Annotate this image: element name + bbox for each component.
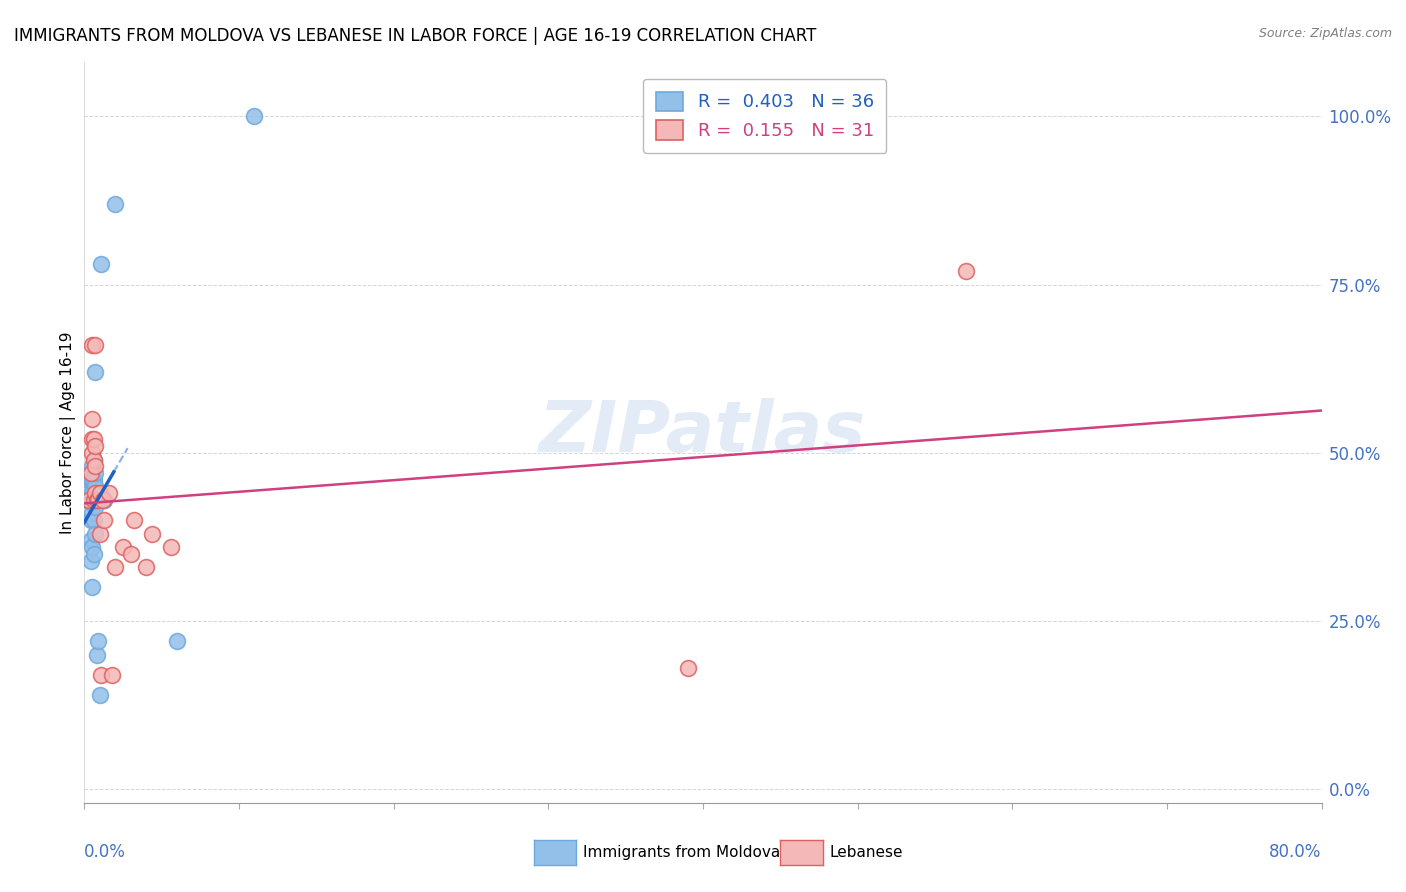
Point (104, 560, 127, 574)
Point (89, 486, 111, 500)
Point (101, 668, 124, 682)
Point (83, 492, 105, 507)
Point (955, 264, 977, 278)
Point (90, 668, 112, 682)
Point (90, 257, 112, 271)
Point (83, 492, 105, 507)
Point (84, 500, 107, 514)
Point (89, 526, 111, 541)
Y-axis label: In Labor Force | Age 16-19: In Labor Force | Age 16-19 (60, 331, 76, 534)
Point (98, 486, 121, 500)
Point (79, 466, 101, 480)
Point (84, 466, 107, 480)
Point (141, 526, 163, 541)
Point (84, 365, 107, 379)
Point (83, 452, 105, 467)
Point (86, 492, 108, 507)
Text: Immigrants from Moldova: Immigrants from Moldova (583, 846, 780, 860)
Point (160, 540, 183, 554)
Point (77, 492, 100, 507)
Point (84, 526, 107, 541)
Point (82, 338, 104, 352)
Point (89, 688, 111, 702)
Point (87, 492, 110, 507)
Point (86, 486, 108, 500)
Point (82, 540, 104, 554)
Point (83, 547, 105, 561)
Point (82, 507, 104, 521)
Point (93, 492, 115, 507)
Point (84, 439, 107, 453)
Point (79, 513, 101, 527)
Text: Lebanese: Lebanese (830, 846, 903, 860)
Point (86, 648, 108, 662)
Point (77, 479, 100, 493)
Point (82, 446, 104, 460)
Point (82, 581, 104, 595)
Point (77, 492, 100, 507)
Point (104, 196, 127, 211)
Point (84, 459, 107, 474)
Point (83, 452, 105, 467)
Point (87, 634, 110, 648)
Point (77, 473, 100, 487)
Point (82, 473, 104, 487)
Text: ZIPatlas: ZIPatlas (540, 398, 866, 467)
Point (82, 459, 104, 474)
Text: 0.0%: 0.0% (84, 843, 127, 861)
Point (135, 560, 157, 574)
Point (83, 433, 105, 447)
Point (91, 492, 114, 507)
Point (120, 547, 142, 561)
Point (82, 486, 104, 500)
Point (122, 513, 145, 527)
Point (79, 473, 101, 487)
Point (83, 473, 105, 487)
Point (79, 533, 101, 548)
Point (83, 513, 105, 527)
Point (166, 634, 188, 648)
Point (79, 553, 101, 567)
Point (89, 492, 111, 507)
Text: 80.0%: 80.0% (1270, 843, 1322, 861)
Point (676, 661, 699, 675)
Text: Source: ZipAtlas.com: Source: ZipAtlas.com (1258, 27, 1392, 40)
Point (84, 486, 107, 500)
Point (76, 492, 98, 507)
Point (93, 513, 115, 527)
Point (82, 433, 104, 447)
Point (112, 540, 135, 554)
Point (79, 492, 101, 507)
Point (84, 479, 107, 493)
Point (243, 109, 266, 123)
Legend: R =  0.403   N = 36, R =  0.155   N = 31: R = 0.403 N = 36, R = 0.155 N = 31 (644, 78, 886, 153)
Point (93, 492, 115, 507)
Point (82, 412, 104, 426)
Text: IMMIGRANTS FROM MOLDOVA VS LEBANESE IN LABOR FORCE | AGE 16-19 CORRELATION CHART: IMMIGRANTS FROM MOLDOVA VS LEBANESE IN L… (14, 27, 817, 45)
Point (84, 338, 107, 352)
